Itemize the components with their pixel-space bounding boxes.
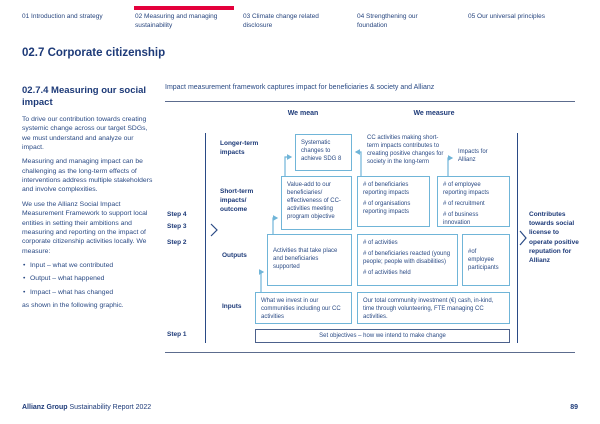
paragraph: Measuring and managing impact can be cha…: [22, 158, 153, 194]
row-label-inputs: Inputs: [222, 303, 242, 310]
step-label: Step 2: [167, 239, 187, 246]
arrow-activities-to-valueadd-icon: [272, 215, 279, 234]
paragraph: We use the Allianz Social Impact Measure…: [22, 200, 148, 255]
step-label: Step 4: [167, 211, 187, 218]
box-line: # of activities held: [363, 270, 411, 277]
diagram-left-border: [205, 133, 206, 343]
active-tab-indicator: [134, 6, 234, 10]
left-column: 02.7.4 Measuring our social impact To dr…: [22, 85, 155, 316]
box-value-add: Value-add to our beneficiaries/ effectiv…: [281, 176, 352, 230]
arrow-invest-to-activities-icon: [258, 269, 265, 292]
row-label-short-term: Short-term impacts/ outcome: [220, 188, 254, 213]
nav-item-strengthening[interactable]: 04 Strengthening our foundation: [357, 13, 418, 30]
step-label: Step 3: [167, 223, 187, 230]
box-beneficiaries-measure: # of beneficiaries reporting impacts # o…: [357, 176, 430, 227]
box-activities: Activities that take place and beneficia…: [267, 234, 352, 286]
arrow-employeeimpacts-to-impacts-icon: [447, 155, 454, 176]
column-header-we-mean: We mean: [287, 110, 319, 117]
paragraph: as shown in the following graphic.: [22, 302, 124, 310]
box-line: # of employee reporting impacts: [443, 182, 490, 197]
page-number: 89: [570, 404, 578, 411]
nav-item-principles[interactable]: 05 Our universal principles: [468, 13, 545, 20]
text-cc-activities: CC activities making short-term impacts …: [367, 135, 444, 166]
box-line: #of employee participants: [468, 248, 499, 272]
chevron-right-icon: [519, 230, 527, 246]
arrow-valueadd-to-systematic-icon: [284, 154, 293, 176]
nav-item-measuring[interactable]: 02 Measuring and managing sustainability: [135, 13, 218, 30]
footer-brand: Allianz Group: [22, 404, 68, 411]
divider: [165, 101, 575, 102]
paragraph: To drive our contribution towards creati…: [22, 115, 148, 151]
nav-item-climate[interactable]: 03 Climate change related disclosure: [243, 13, 319, 30]
footer-report-name: Sustainability Report 2022: [69, 404, 152, 411]
box-line: # of beneficiaries reporting impacts: [363, 182, 410, 197]
list-item: Output – what happened: [22, 274, 155, 284]
subsection-heading: 02.7.4 Measuring our social impact: [22, 85, 147, 108]
box-employee-participants: #of employee participants: [462, 234, 510, 286]
arrow-beneficiaries-to-systematic-icon: [354, 149, 362, 176]
nav-item-introduction[interactable]: 01 Introduction and strategy: [22, 13, 103, 20]
text-impacts-for-allianz: Impacts for Allianz: [458, 149, 488, 164]
box-set-objectives: Set objectives – how we intend to make c…: [255, 329, 510, 343]
box-activities-measure: # of activities # of beneficiaries react…: [357, 234, 458, 286]
page-footer: Allianz Group Sustainability Report 2022…: [22, 404, 578, 411]
footer-report-title: Allianz Group Sustainability Report 2022: [22, 404, 151, 411]
row-label-longer-term: Longer-term impacts: [220, 140, 259, 156]
measure-list: Input – what we contributed Output – wha…: [22, 261, 155, 298]
box-inputs-invest: What we invest in our communities includ…: [255, 292, 352, 324]
diagram-right-border: [517, 133, 518, 343]
step-label: Step 1: [167, 331, 187, 338]
box-employee-impacts: # of employee reporting impacts # of rec…: [437, 176, 510, 227]
column-header-we-measure: We measure: [413, 110, 455, 117]
list-item: Impact – what has changed: [22, 288, 155, 298]
list-item: Input – what we contributed: [22, 261, 155, 271]
box-investment-measure: Our total community investment (€) cash,…: [357, 292, 510, 324]
text-contributes: Contributes towards social license to op…: [529, 211, 579, 265]
chevron-right-icon: [210, 223, 218, 237]
page-title: 02.7 Corporate citizenship: [22, 47, 166, 59]
box-systematic-changes: Systematic changes to achieve SDG 8: [295, 134, 352, 171]
box-line: # of activities: [363, 240, 398, 246]
box-line: # of organisations reporting impacts: [363, 201, 411, 216]
box-line: # of beneficiaries reacted (young people…: [363, 251, 451, 266]
divider: [165, 352, 575, 353]
box-line: # of business innovation: [443, 212, 479, 227]
row-label-outputs: Outputs: [222, 252, 247, 259]
diagram-title: Impact measurement framework captures im…: [165, 84, 435, 91]
box-line: # of recruitment: [443, 201, 485, 208]
